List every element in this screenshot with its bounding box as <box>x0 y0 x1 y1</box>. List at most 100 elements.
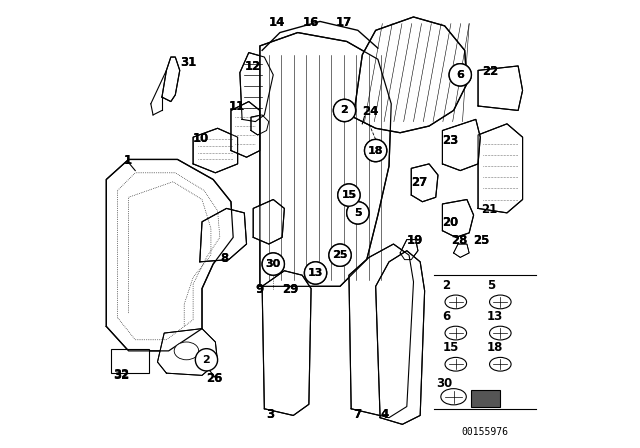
Text: 4: 4 <box>380 408 388 421</box>
Text: 23: 23 <box>442 134 459 147</box>
Text: 31: 31 <box>180 56 196 69</box>
Text: 25: 25 <box>474 234 490 247</box>
Circle shape <box>365 139 387 162</box>
Circle shape <box>338 184 360 206</box>
Circle shape <box>305 262 326 284</box>
Polygon shape <box>106 159 233 351</box>
Text: 9: 9 <box>255 283 264 296</box>
Polygon shape <box>193 128 237 173</box>
Text: 18: 18 <box>368 146 383 155</box>
Circle shape <box>262 253 284 275</box>
Ellipse shape <box>445 358 467 371</box>
Text: 14: 14 <box>269 16 285 29</box>
Text: 12: 12 <box>244 60 260 73</box>
Text: 27: 27 <box>412 176 428 189</box>
Text: 17: 17 <box>335 16 352 29</box>
Text: 23: 23 <box>442 134 459 147</box>
Text: 20: 20 <box>442 216 459 229</box>
Text: 7: 7 <box>353 408 362 421</box>
Text: 29: 29 <box>282 283 298 296</box>
Ellipse shape <box>174 342 198 360</box>
Circle shape <box>305 262 326 284</box>
Text: 2: 2 <box>442 279 451 292</box>
Text: 24: 24 <box>362 105 379 118</box>
Text: 15: 15 <box>341 190 356 200</box>
Circle shape <box>333 99 356 121</box>
Text: 26: 26 <box>207 372 223 385</box>
Polygon shape <box>253 199 284 244</box>
Circle shape <box>329 244 351 266</box>
Polygon shape <box>157 329 218 375</box>
Circle shape <box>329 244 351 266</box>
Ellipse shape <box>445 295 467 309</box>
Text: 16: 16 <box>302 16 319 29</box>
Ellipse shape <box>490 358 511 371</box>
Polygon shape <box>412 164 438 202</box>
Text: 30: 30 <box>436 376 453 389</box>
Text: 27: 27 <box>412 176 428 189</box>
Text: 26: 26 <box>207 372 223 385</box>
Text: 19: 19 <box>407 234 423 247</box>
Polygon shape <box>454 244 469 258</box>
Polygon shape <box>260 33 391 286</box>
Ellipse shape <box>445 326 467 340</box>
Text: 20: 20 <box>442 216 459 229</box>
Text: 28: 28 <box>451 234 468 247</box>
Polygon shape <box>376 251 424 424</box>
Text: 5: 5 <box>354 208 362 218</box>
Text: 12: 12 <box>244 60 260 73</box>
Circle shape <box>333 99 356 121</box>
Ellipse shape <box>490 326 511 340</box>
Text: 3: 3 <box>267 408 275 421</box>
Text: 3: 3 <box>267 408 275 421</box>
Text: 25: 25 <box>474 234 490 247</box>
Polygon shape <box>251 115 269 135</box>
Text: 6: 6 <box>456 70 464 80</box>
Circle shape <box>365 139 387 162</box>
Polygon shape <box>162 57 180 102</box>
Text: 10: 10 <box>193 132 209 145</box>
Text: 18: 18 <box>487 341 503 354</box>
Text: 29: 29 <box>282 283 298 296</box>
Text: 10: 10 <box>193 132 209 145</box>
Polygon shape <box>400 240 418 260</box>
Polygon shape <box>240 52 273 121</box>
Ellipse shape <box>441 389 467 405</box>
Text: 2: 2 <box>340 105 348 116</box>
Text: 8: 8 <box>220 252 228 265</box>
Polygon shape <box>442 199 474 237</box>
Circle shape <box>449 64 472 86</box>
Circle shape <box>449 64 472 86</box>
Text: 22: 22 <box>483 65 499 78</box>
Text: 24: 24 <box>362 105 379 118</box>
Circle shape <box>262 253 284 275</box>
Text: 18: 18 <box>368 146 383 155</box>
Polygon shape <box>353 17 467 133</box>
Text: 28: 28 <box>451 234 468 247</box>
Circle shape <box>195 349 218 371</box>
Text: 17: 17 <box>335 16 352 29</box>
Text: 00155976: 00155976 <box>461 427 508 438</box>
Text: 11: 11 <box>228 100 245 113</box>
Text: 2: 2 <box>203 355 211 365</box>
Text: 25: 25 <box>332 250 348 260</box>
Text: 21: 21 <box>482 203 498 216</box>
Text: 31: 31 <box>180 56 196 69</box>
Polygon shape <box>442 119 480 171</box>
Circle shape <box>338 184 360 206</box>
Polygon shape <box>231 102 260 157</box>
Text: 1: 1 <box>124 154 132 167</box>
Ellipse shape <box>490 295 511 309</box>
Polygon shape <box>478 124 523 213</box>
Text: 1: 1 <box>124 154 132 167</box>
Polygon shape <box>349 244 413 418</box>
Text: 32: 32 <box>113 369 129 382</box>
Polygon shape <box>200 208 246 262</box>
Text: 22: 22 <box>483 65 499 78</box>
Text: 19: 19 <box>407 234 423 247</box>
Polygon shape <box>478 66 523 111</box>
Text: 8: 8 <box>220 252 228 265</box>
Text: 16: 16 <box>302 16 319 29</box>
Text: 30: 30 <box>266 259 281 269</box>
Circle shape <box>347 202 369 224</box>
